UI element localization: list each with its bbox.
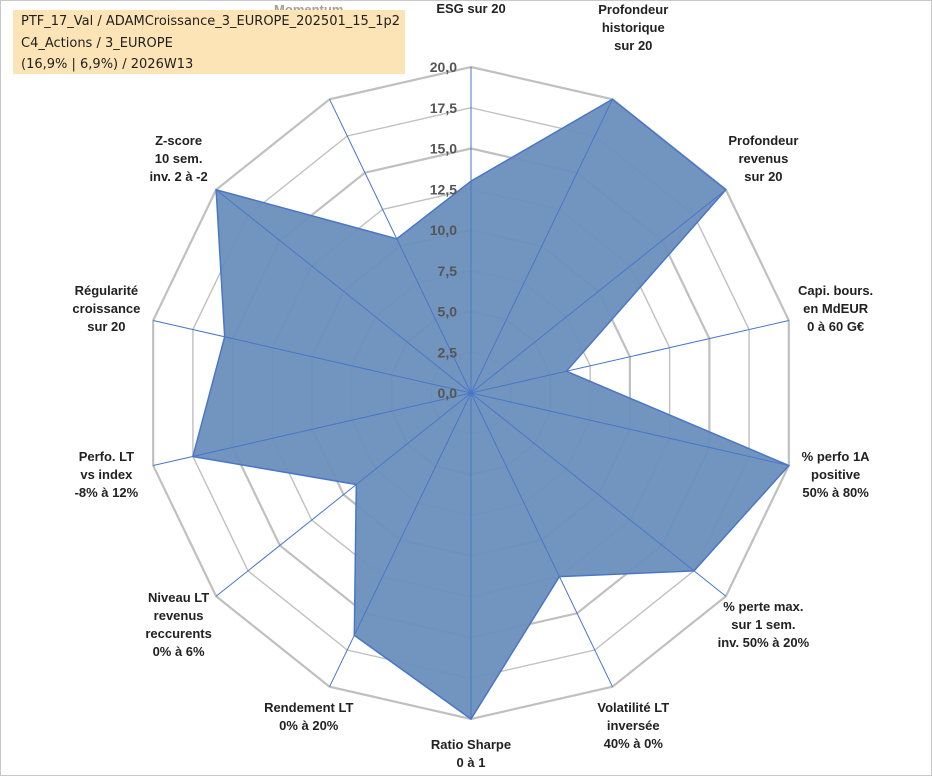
tick-label: 12,5 [430, 181, 457, 197]
axis-label: vs index [80, 467, 133, 482]
tick-label: 2,5 [438, 344, 458, 360]
info-line-portfolio: PTF_17_Val / ADAMCroissance_3_EUROPE_202… [21, 14, 401, 29]
tick-label: 7,5 [438, 263, 458, 279]
axis-label: croissance [72, 301, 140, 316]
tick-label: 10,0 [430, 222, 457, 238]
axis-label-group: % perte max. sur 1 sem. inv. 50% à 20% [718, 599, 810, 650]
axis-label: Ratio Sharpe [431, 737, 511, 752]
axis-label: positive [811, 467, 860, 482]
radar-spoke [329, 99, 472, 394]
axis-label: revenus [738, 151, 788, 166]
axis-label-group: Ratio Sharpe 0 à 1 [431, 737, 511, 770]
axis-label: 10 sem. [155, 151, 203, 166]
info-box: PTF_17_Val / ADAMCroissance_3_EUROPE_202… [13, 10, 405, 74]
axis-label-group: Perfo. LT vs index -8% à 12% [75, 449, 139, 500]
axis-label: sur 20 [87, 319, 125, 334]
axis-label: inv. 2 à -2 [149, 169, 207, 184]
axis-label: ESG sur 20 [436, 1, 505, 16]
axis-label-group: Régularité croissance sur 20 [72, 283, 140, 334]
radar-spoke [470, 392, 727, 597]
axis-label-group: Niveau LT revenus reccurents 0% à 6% [145, 590, 211, 659]
tick-label: 15,0 [430, 141, 457, 157]
axis-label-group: Rendement LT 0% à 20% [264, 700, 353, 733]
axis-label-group: Profondeur revenus sur 20 [728, 133, 798, 184]
axis-label: 0 à 1 [457, 755, 486, 770]
radar-spoke [153, 392, 472, 467]
axis-label: Capi. bours. [798, 283, 873, 298]
axis-label: sur 20 [614, 38, 652, 53]
axis-label: revenus [154, 608, 204, 623]
axis-label: Profondeur [728, 133, 798, 148]
axis-label-group: Profondeur historique sur 20 [598, 2, 668, 53]
axis-label: Niveau LT [148, 590, 209, 605]
radar-spoke [153, 319, 472, 394]
axis-label: inv. 50% à 20% [718, 635, 810, 650]
radar-spoke [470, 189, 727, 394]
axis-label: % perfo 1A [802, 449, 871, 464]
axis-label: sur 20 [744, 169, 782, 184]
axis-label: inversée [607, 718, 660, 733]
axis-label: 50% à 80% [802, 485, 869, 500]
tick-label: 17,5 [430, 100, 457, 116]
axis-label-group: NoteESG sur 20 [436, 1, 505, 16]
axis-label: 40% à 0% [604, 736, 664, 751]
radar-spoke [329, 392, 472, 687]
axis-label-group: Capi. bours. en MdEUR 0 à 60 G€ [798, 283, 873, 334]
axis-label: Volatilité LT [597, 700, 669, 715]
axis-label-group: % perfo 1A positive 50% à 80% [802, 449, 871, 500]
axis-label: -8% à 12% [75, 485, 139, 500]
radar-spoke [470, 319, 789, 394]
info-line-category: C4_Actions / 3_EUROPE [21, 36, 173, 51]
axis-label: % perte max. [723, 599, 803, 614]
tick-label: 20,0 [430, 59, 457, 75]
axis-label: reccurents [145, 626, 211, 641]
axis-label: Profondeur [598, 2, 668, 17]
info-line-performance: (16,9% | 6,9%) / 2026W13 [21, 57, 194, 72]
axis-label-group: Z-score 10 sem. inv. 2 à -2 [149, 133, 207, 184]
axis-label-group: Volatilité LT inversée 40% à 0% [597, 700, 669, 751]
radar-spoke [470, 392, 789, 467]
axis-label: historique [602, 20, 665, 35]
tick-label: 5,0 [438, 304, 458, 320]
radar-spoke [215, 392, 472, 597]
radar-spoke [470, 99, 613, 394]
axis-label: Z-score [155, 133, 202, 148]
axis-label: en MdEUR [803, 301, 869, 316]
axis-label: sur 1 sem. [731, 617, 795, 632]
axis-label: 0 à 60 G€ [807, 319, 864, 334]
tick-label: 0,0 [438, 385, 458, 401]
axis-label: Rendement LT [264, 700, 353, 715]
axis-label: 0% à 6% [153, 644, 205, 659]
axis-label: 0% à 20% [279, 718, 339, 733]
radar-spoke [215, 189, 472, 394]
radar-spoke [470, 392, 613, 687]
axis-label: Perfo. LT [79, 449, 134, 464]
axis-label: Régularité [75, 283, 139, 298]
